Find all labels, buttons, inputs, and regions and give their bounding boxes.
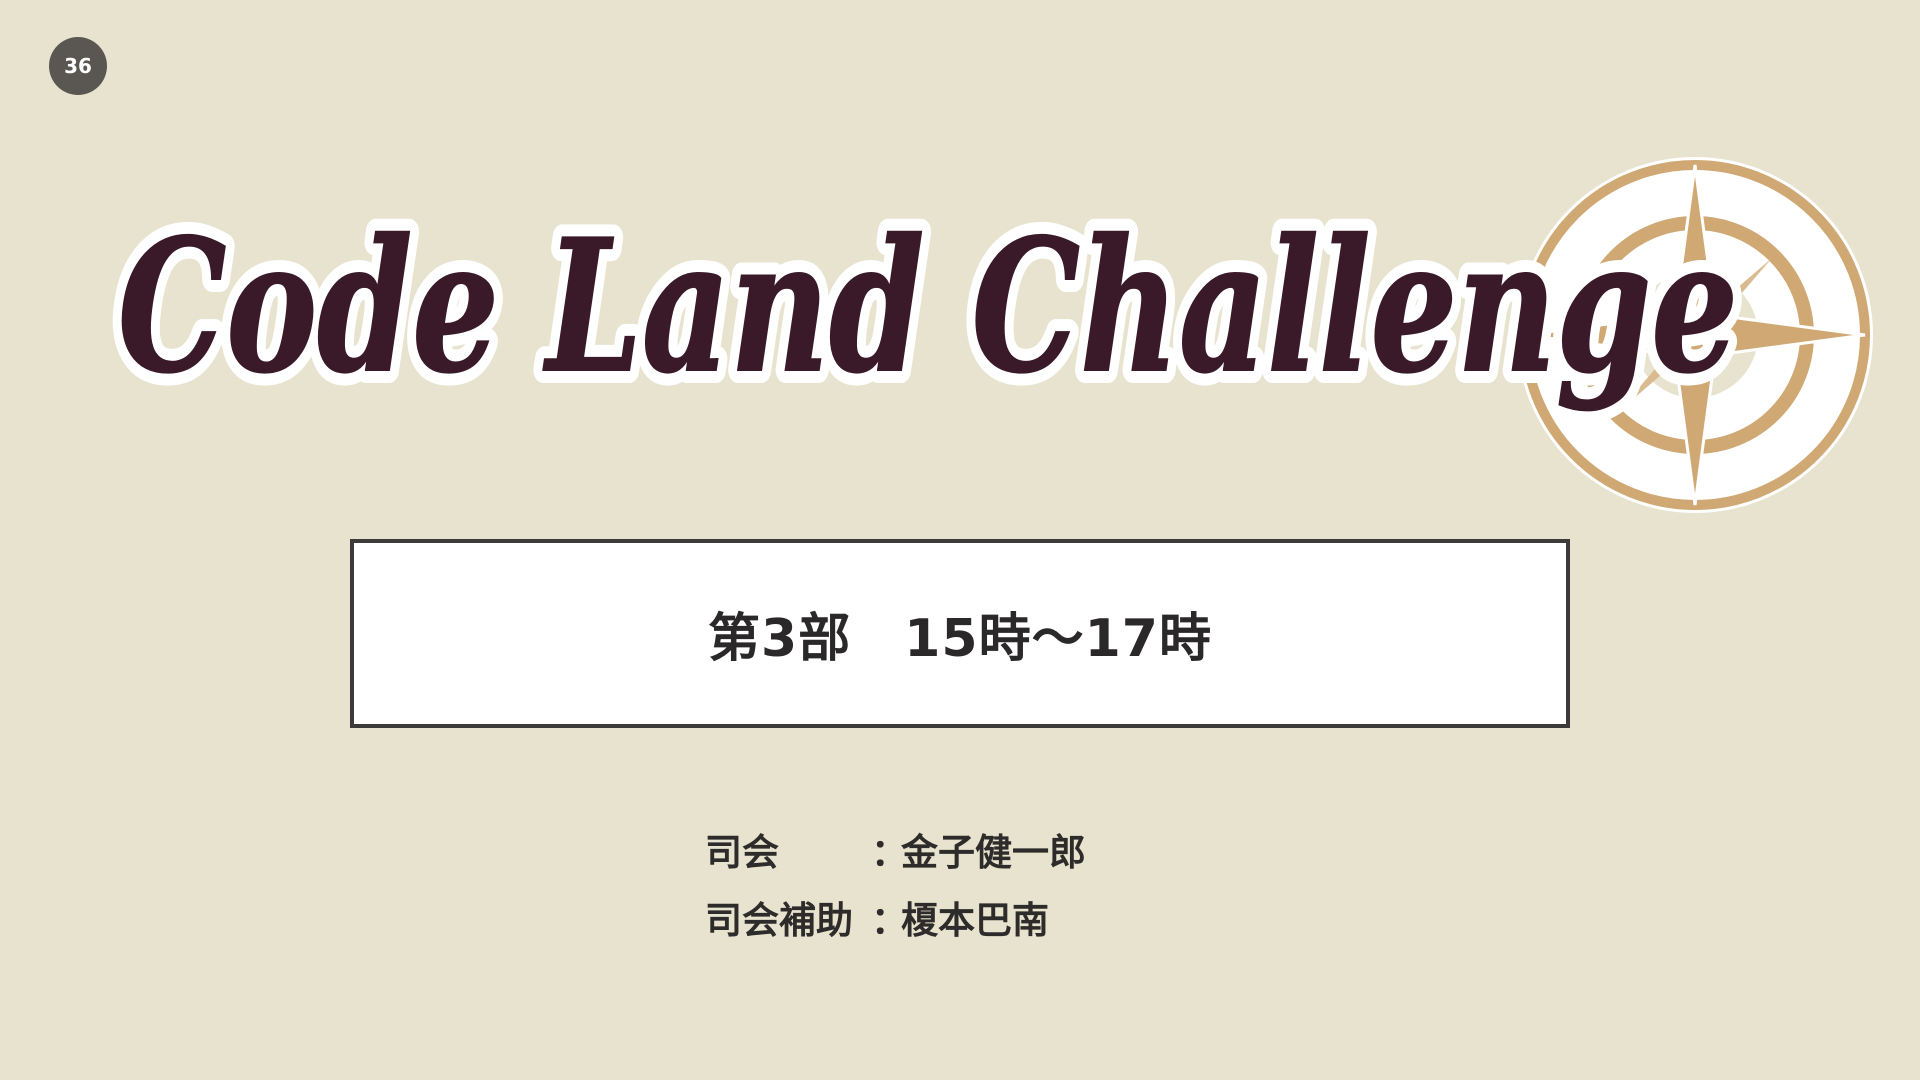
title-text: Code Land Challenge [118,199,1738,413]
staff-list: 司会 ： 金子健一郎 司会補助 ： 榎本巴南 [705,815,1086,951]
staff-role: 司会 [705,831,779,874]
staff-row-host: 司会 ： 金子健一郎 [705,815,1086,883]
staff-colon: ： [871,899,908,942]
staff-name: 榎本巴南 [901,899,1049,942]
schedule-text: 第3部 15時～17時 [708,609,1212,669]
staff-role: 司会補助 [705,899,853,942]
compass-rose-icon [1517,157,1873,513]
staff-row-assistant: 司会補助 ： 榎本巴南 [705,883,1086,951]
schedule-box: 第3部 15時～17時 [350,539,1570,728]
page-number-badge: 36 [49,37,107,95]
staff-colon: ： [871,831,908,874]
title-outline: Code Land Challenge [118,199,1738,413]
page-number: 36 [64,54,92,78]
staff-name: 金子健一郎 [901,831,1086,874]
